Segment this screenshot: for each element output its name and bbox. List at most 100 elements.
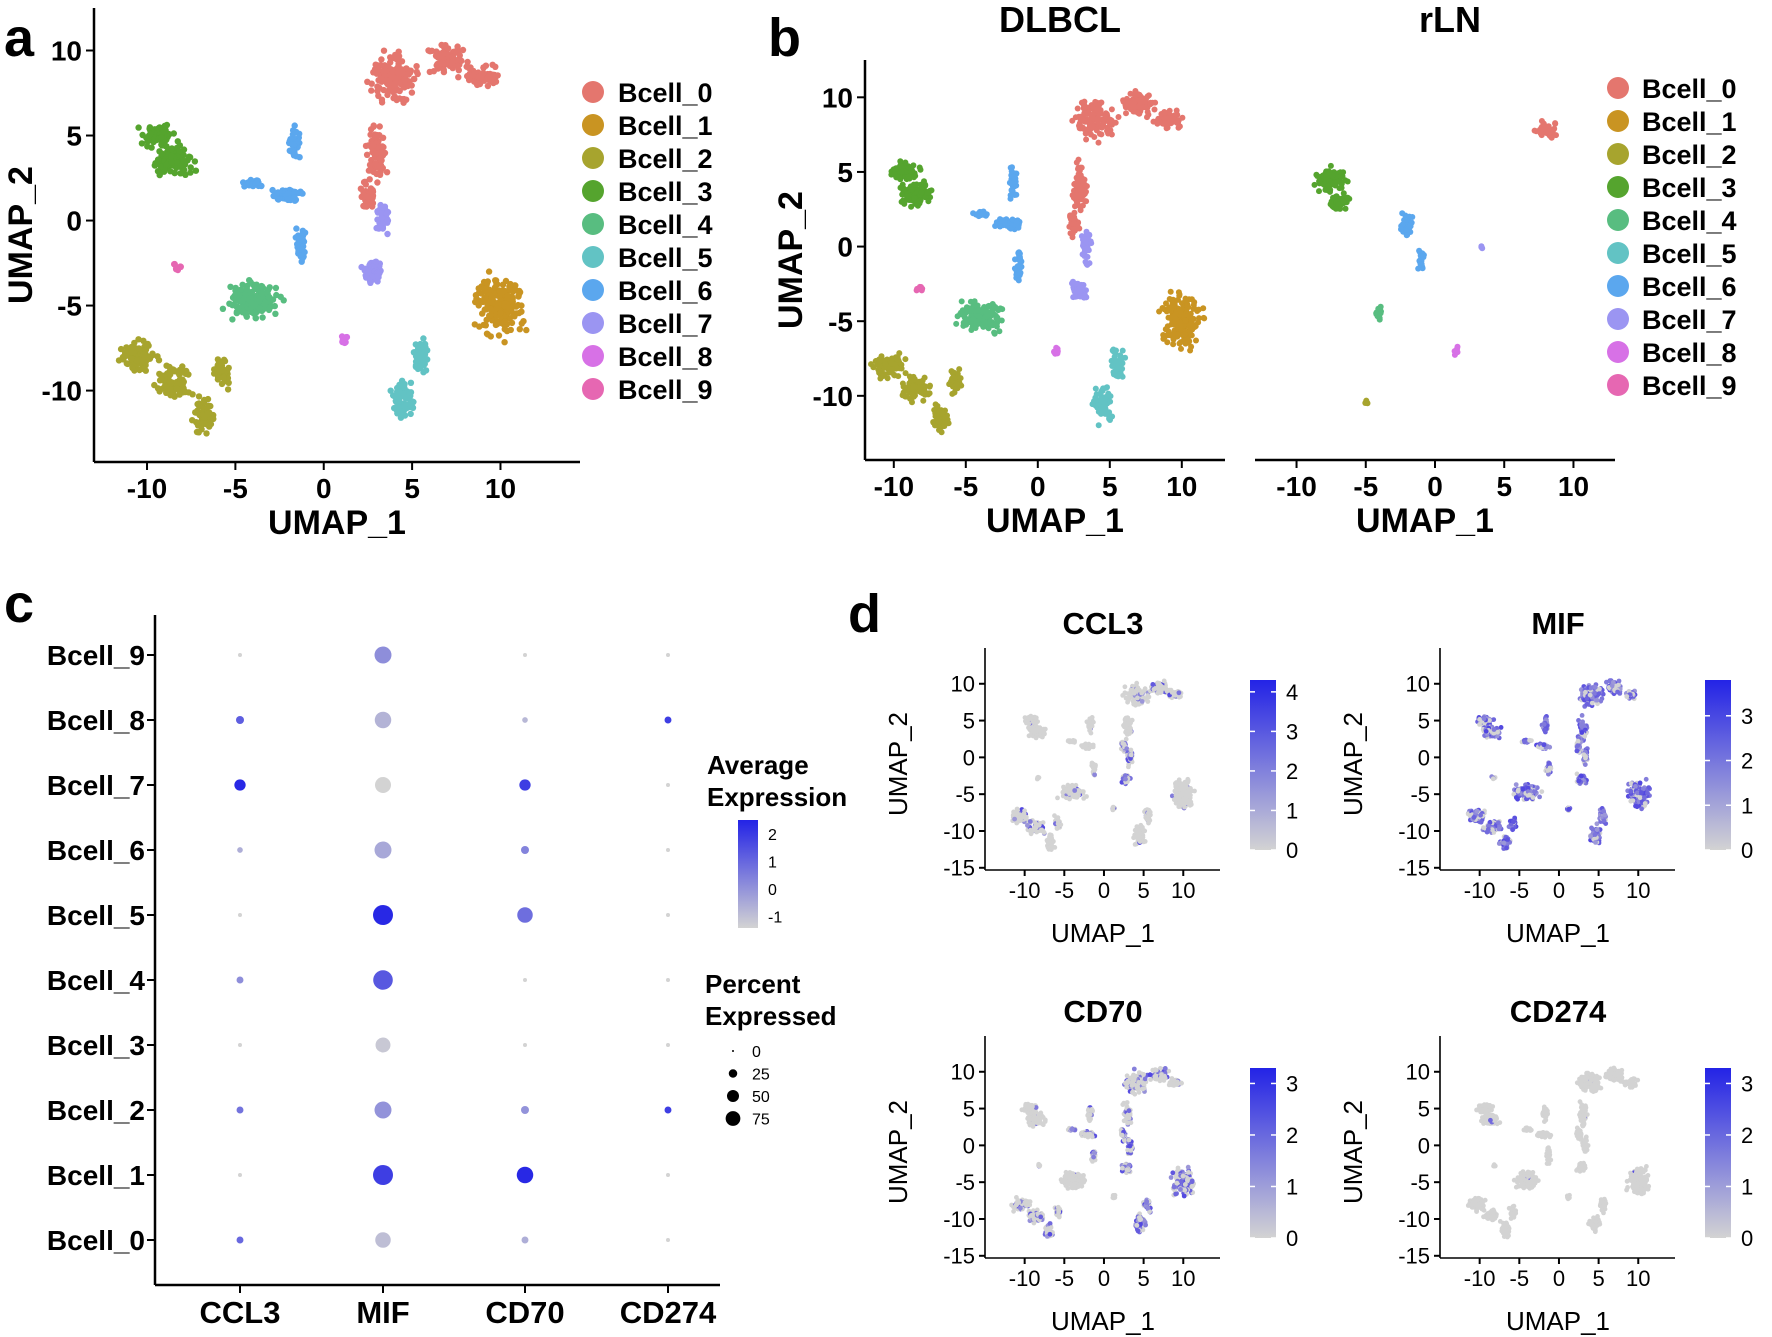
- legend-key-Bcell_1: [1607, 110, 1629, 132]
- panel-d-ccl3-y-tick-label: -15: [943, 856, 975, 881]
- legend-label-Bcell_8: Bcell_8: [1642, 338, 1737, 368]
- panel-a-point: [421, 357, 428, 364]
- panel-d-ccl3-point: [1084, 794, 1089, 799]
- panel-d-ccl3-point: [1177, 800, 1182, 806]
- panel-b-rln-x-tick-label: 0: [1427, 471, 1443, 502]
- panel-a-point: [389, 74, 397, 81]
- panel-c-dot: [236, 976, 244, 984]
- panel-d-ccl3: CCL3-10 -5 0 5 10-15-10-50510UMAP_1UMAP_2012…: [883, 606, 1298, 948]
- panel-b-dlbcl-point: [915, 286, 922, 293]
- panel-c-row-label: Bcell_2: [47, 1095, 145, 1126]
- panel-b-dlbcl-point: [953, 381, 960, 388]
- panel-b-rln-x-tick-label: 10: [1558, 471, 1589, 502]
- panel-b-dlbcl-point: [902, 356, 909, 363]
- panel-b-dlbcl-point: [958, 298, 965, 305]
- panel-b-rln-point: [1478, 244, 1485, 251]
- panel-d-ccl3-x-tick-label: 5: [1137, 878, 1149, 903]
- panel-b-dlbcl-point: [920, 397, 927, 404]
- panel-b-dlbcl-point: [930, 419, 937, 425]
- panel-a-point: [471, 321, 478, 328]
- panel-d-ccl3-point: [1122, 690, 1128, 696]
- panel-b-dlbcl-point: [974, 312, 981, 319]
- panel-a-point: [432, 52, 440, 59]
- panel-b-dlbcl-point: [1110, 346, 1117, 353]
- panel-c-dot: [373, 905, 393, 925]
- panel-d-ccl3-point: [1088, 720, 1093, 726]
- panel-c-dot: [523, 978, 527, 982]
- panel-d-ccl3-point: [1068, 738, 1074, 744]
- panel-a-point: [491, 292, 499, 299]
- panel-b-dlbcl-point: [1144, 93, 1151, 100]
- panel-d-ccl3-point: [1110, 805, 1116, 810]
- panel-a-point: [232, 297, 239, 304]
- panel-b-dlbcl-point: [982, 319, 989, 326]
- panel-d-ccl3-colorbar-label: 4: [1286, 680, 1298, 705]
- panel-b-title-dlbcl: DLBCL: [999, 0, 1121, 40]
- panel-b-dlbcl-point: [1174, 111, 1181, 118]
- panel-b-rln-point: [1327, 162, 1334, 169]
- panel-d-ccl3-point: [1153, 686, 1159, 691]
- panel-b-rln-point: [1418, 261, 1425, 267]
- panel-b-title-rln: rLN: [1419, 0, 1481, 40]
- panel-c-col-label: CCL3: [200, 1295, 281, 1330]
- legend-key-Bcell_0: [582, 81, 604, 103]
- panel-a-point: [366, 176, 373, 183]
- panel-a-point: [269, 186, 276, 194]
- panel-a-x-tick-label: 5: [404, 473, 420, 504]
- panel-b-dlbcl-point: [894, 356, 901, 363]
- panel-c-row-label: Bcell_9: [47, 640, 145, 671]
- panel-a-point: [280, 297, 287, 304]
- panel-d-ccl3-point: [1055, 818, 1061, 824]
- panel-d-feature-plots: CCL3-10 -5 0 5 10-15-10-50510UMAP_1UMAP_2012…: [883, 606, 1753, 1336]
- panel-b-dlbcl-point: [1072, 114, 1079, 121]
- panel-b-dlbcl-y-tick-label: -5: [828, 306, 853, 337]
- panel-d-ccl3-point: [1087, 728, 1092, 733]
- panel-a-point: [204, 410, 211, 418]
- panel-a-point: [491, 284, 499, 291]
- panel-d-ccl3-point: [1150, 682, 1156, 687]
- panel-a-point: [501, 339, 508, 346]
- panel-c-size-tick-label: 25: [752, 1067, 770, 1084]
- panel-b-dlbcl-point: [889, 355, 896, 362]
- panel-a-point: [163, 161, 170, 168]
- panel-a-point: [401, 393, 408, 400]
- panel-a-point: [158, 150, 166, 157]
- panel-a-point: [376, 171, 384, 178]
- panel-b-dlbcl-point: [1185, 311, 1191, 318]
- panel-b-dlbcl-point: [1082, 130, 1089, 137]
- panel-c-row-label: Bcell_0: [47, 1225, 145, 1256]
- panel-b-dlbcl-point: [1098, 410, 1104, 417]
- panel-b-dlbcl-point: [1015, 250, 1022, 256]
- panel-b-dlbcl-point: [1074, 105, 1081, 112]
- panel-b-dlbcl-point: [925, 198, 932, 205]
- panel-d-mif-point: [1592, 684, 1598, 690]
- panel-b-dlbcl-point: [905, 173, 912, 180]
- panel-b-dlbcl-point: [970, 210, 977, 217]
- panel-a-point: [301, 229, 309, 236]
- panel-a-point: [361, 203, 368, 210]
- panel-a-point: [406, 400, 413, 408]
- panel-d-ccl3-y-tick-label: 0: [963, 745, 975, 770]
- panel-a-point: [372, 150, 379, 157]
- panel-b-dlbcl-point: [1152, 99, 1159, 106]
- panel-d-ccl3-point: [1027, 819, 1033, 824]
- panel-d-ccl3-colorbar-label: 2: [1286, 759, 1298, 784]
- panel-b-dlbcl-point: [1123, 110, 1129, 117]
- panel-c-dot: [664, 716, 672, 724]
- panel-b-dlbcl-point: [996, 328, 1003, 335]
- legend-key-Bcell_3: [1607, 176, 1629, 198]
- panel-a-point: [158, 134, 165, 141]
- panel-a-point: [516, 289, 524, 296]
- legend-key-Bcell_8: [1607, 341, 1629, 363]
- panel-b-dlbcl-point: [897, 184, 904, 191]
- panel-c-col-label: CD70: [485, 1295, 564, 1330]
- panel-a-point: [135, 336, 142, 343]
- panel-a-point: [146, 124, 154, 131]
- panel-b-dlbcl-point: [1011, 265, 1018, 272]
- panel-d-ccl3-point: [1123, 776, 1128, 782]
- panel-b-dlbcl-point: [1176, 319, 1183, 326]
- panel-b-dlbcl-point: [1119, 347, 1126, 354]
- panel-b-rln-point: [1403, 232, 1410, 239]
- panel-c-row-label: Bcell_1: [47, 1160, 145, 1191]
- panel-b-dlbcl-point: [1188, 332, 1195, 339]
